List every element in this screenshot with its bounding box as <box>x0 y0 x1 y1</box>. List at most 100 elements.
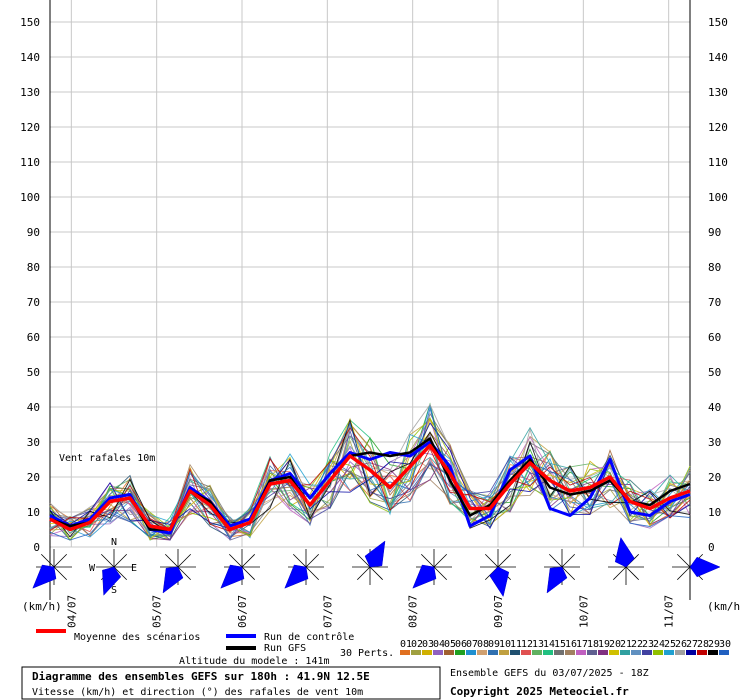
perturbation-swatch <box>455 650 465 655</box>
perturbation-id: 22 <box>631 639 643 650</box>
series-label: Vent rafales 10m <box>59 453 155 464</box>
wind-direction-wedge <box>284 564 309 589</box>
perturbation-line <box>49 425 691 533</box>
compass-e: E <box>131 563 137 574</box>
wind-rose <box>412 549 452 589</box>
x-date-label: 06/07 <box>236 595 249 628</box>
y-tick-right: 90 <box>708 226 721 239</box>
legend-label: Moyenne des scénarios <box>74 631 200 643</box>
perturbation-swatch <box>521 650 531 655</box>
perturbation-swatch <box>543 650 553 655</box>
y-tick-right: 120 <box>708 121 728 134</box>
perturbation-swatch <box>598 650 608 655</box>
perturbation-swatch <box>708 650 718 655</box>
wind-direction-wedge <box>614 536 635 568</box>
perturbation-id: 24 <box>653 639 665 650</box>
wind-rose <box>32 549 72 589</box>
perturbation-id: 01 <box>400 639 412 650</box>
perturbation-id: 02 <box>411 639 423 650</box>
series-line-2 <box>49 437 691 531</box>
x-date-label: 04/07 <box>65 595 78 628</box>
y-tick-left: 40 <box>27 401 40 414</box>
perturbation-id: 06 <box>455 639 467 650</box>
perturbation-id: 05 <box>444 639 456 650</box>
perturbation-id: 04 <box>433 639 445 650</box>
perturbation-id: 19 <box>598 639 610 650</box>
perturbation-line <box>49 427 691 532</box>
perturbation-swatch <box>576 650 586 655</box>
legend-label: Run GFS <box>264 643 306 654</box>
y-tick-right: 40 <box>708 401 721 414</box>
compass-n: N <box>111 537 117 548</box>
wind-rose <box>608 536 644 585</box>
perturbation-id: 08 <box>477 639 489 650</box>
perturbation-id: 13 <box>532 639 544 650</box>
grid <box>49 0 691 600</box>
wind-rose <box>352 540 388 585</box>
y-tick-left: 80 <box>27 261 40 274</box>
wind-rose <box>220 549 260 589</box>
perturbation-id: 15 <box>554 639 566 650</box>
perturbation-id: 23 <box>642 639 654 650</box>
perturbation-swatch <box>444 650 454 655</box>
y-unit-left: (km/h) <box>22 600 62 613</box>
chart-subtitle: Vitesse (km/h) et direction (°) des rafa… <box>32 687 363 698</box>
y-tick-right: 140 <box>708 51 728 64</box>
x-date-label: 09/07 <box>492 595 505 628</box>
perturbation-id: 16 <box>565 639 577 650</box>
x-date-label: 05/07 <box>151 595 164 628</box>
x-date-label: 07/07 <box>321 595 334 628</box>
perturbation-swatch <box>499 650 509 655</box>
perturbation-id: 17 <box>576 639 588 650</box>
perturbation-id: 27 <box>686 639 698 650</box>
wind-direction-wedge <box>102 566 122 596</box>
y-tick-right: 50 <box>708 366 721 379</box>
perturbation-swatch <box>565 650 575 655</box>
x-axis-dates: 04/07 05/07 06/07 07/07 08/07 09/07 10/07 11/07 <box>65 595 675 628</box>
y-tick-left: 0 <box>33 541 40 554</box>
y-axis-ticks: 0 0 10 10 20 20 30 30 40 40 50 50 60 60 70 70 80 80 90 90 10… <box>20 16 728 554</box>
y-tick-right: 60 <box>708 331 721 344</box>
x-date-label: 10/07 <box>577 595 590 628</box>
compass-w: W <box>89 563 96 574</box>
wind-direction-row: N S W E <box>32 536 721 598</box>
y-tick-left: 130 <box>20 86 40 99</box>
wind-direction-wedge <box>162 566 184 594</box>
y-tick-right: 110 <box>708 156 728 169</box>
y-tick-left: 90 <box>27 226 40 239</box>
perturbation-swatch <box>631 650 641 655</box>
series-line-0 <box>49 443 691 532</box>
perturbation-id: 25 <box>664 639 676 650</box>
y-tick-left: 110 <box>20 156 40 169</box>
perturbation-swatch <box>466 650 476 655</box>
y-tick-right: 70 <box>708 296 721 309</box>
perturbation-id: 12 <box>521 639 533 650</box>
perturbation-swatch <box>719 650 729 655</box>
y-tick-left: 50 <box>27 366 40 379</box>
wind-direction-wedge <box>32 564 57 589</box>
y-tick-left: 70 <box>27 296 40 309</box>
wind-rose <box>160 549 196 594</box>
wind-direction-wedge <box>546 566 568 594</box>
perturbation-id: 11 <box>510 639 522 650</box>
perturbation-swatch <box>675 650 685 655</box>
ensemble-run-label: Ensemble GEFS du 03/07/2025 - 18Z <box>450 668 649 679</box>
y-tick-right: 100 <box>708 191 728 204</box>
perturbation-id: 07 <box>466 639 478 650</box>
perturbation-id: 26 <box>675 639 687 650</box>
perturbation-swatch <box>686 650 696 655</box>
perturbation-swatch <box>697 650 707 655</box>
legend-label: Run de contrôle <box>264 631 354 643</box>
legend: Moyenne des scénarios Run de contrôleRun … <box>36 629 354 654</box>
perturbation-swatch <box>664 650 674 655</box>
y-tick-right: 10 <box>708 506 721 519</box>
perturbation-id: 09 <box>488 639 500 650</box>
y-unit-right: (km/h) <box>707 600 740 613</box>
perturbation-legend: 30 Perts. 010203040506070809101112131415… <box>340 639 731 659</box>
perturbation-swatch <box>488 650 498 655</box>
altitude-label: Altitude du modele : 141m <box>179 656 330 667</box>
perturbation-swatch <box>554 650 564 655</box>
y-tick-right: 130 <box>708 86 728 99</box>
y-tick-right: 80 <box>708 261 721 274</box>
wind-rose <box>480 549 516 598</box>
